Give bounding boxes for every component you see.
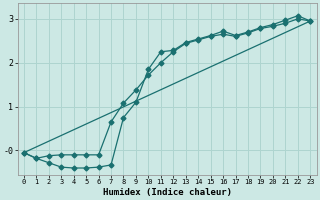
X-axis label: Humidex (Indice chaleur): Humidex (Indice chaleur) xyxy=(103,188,232,197)
